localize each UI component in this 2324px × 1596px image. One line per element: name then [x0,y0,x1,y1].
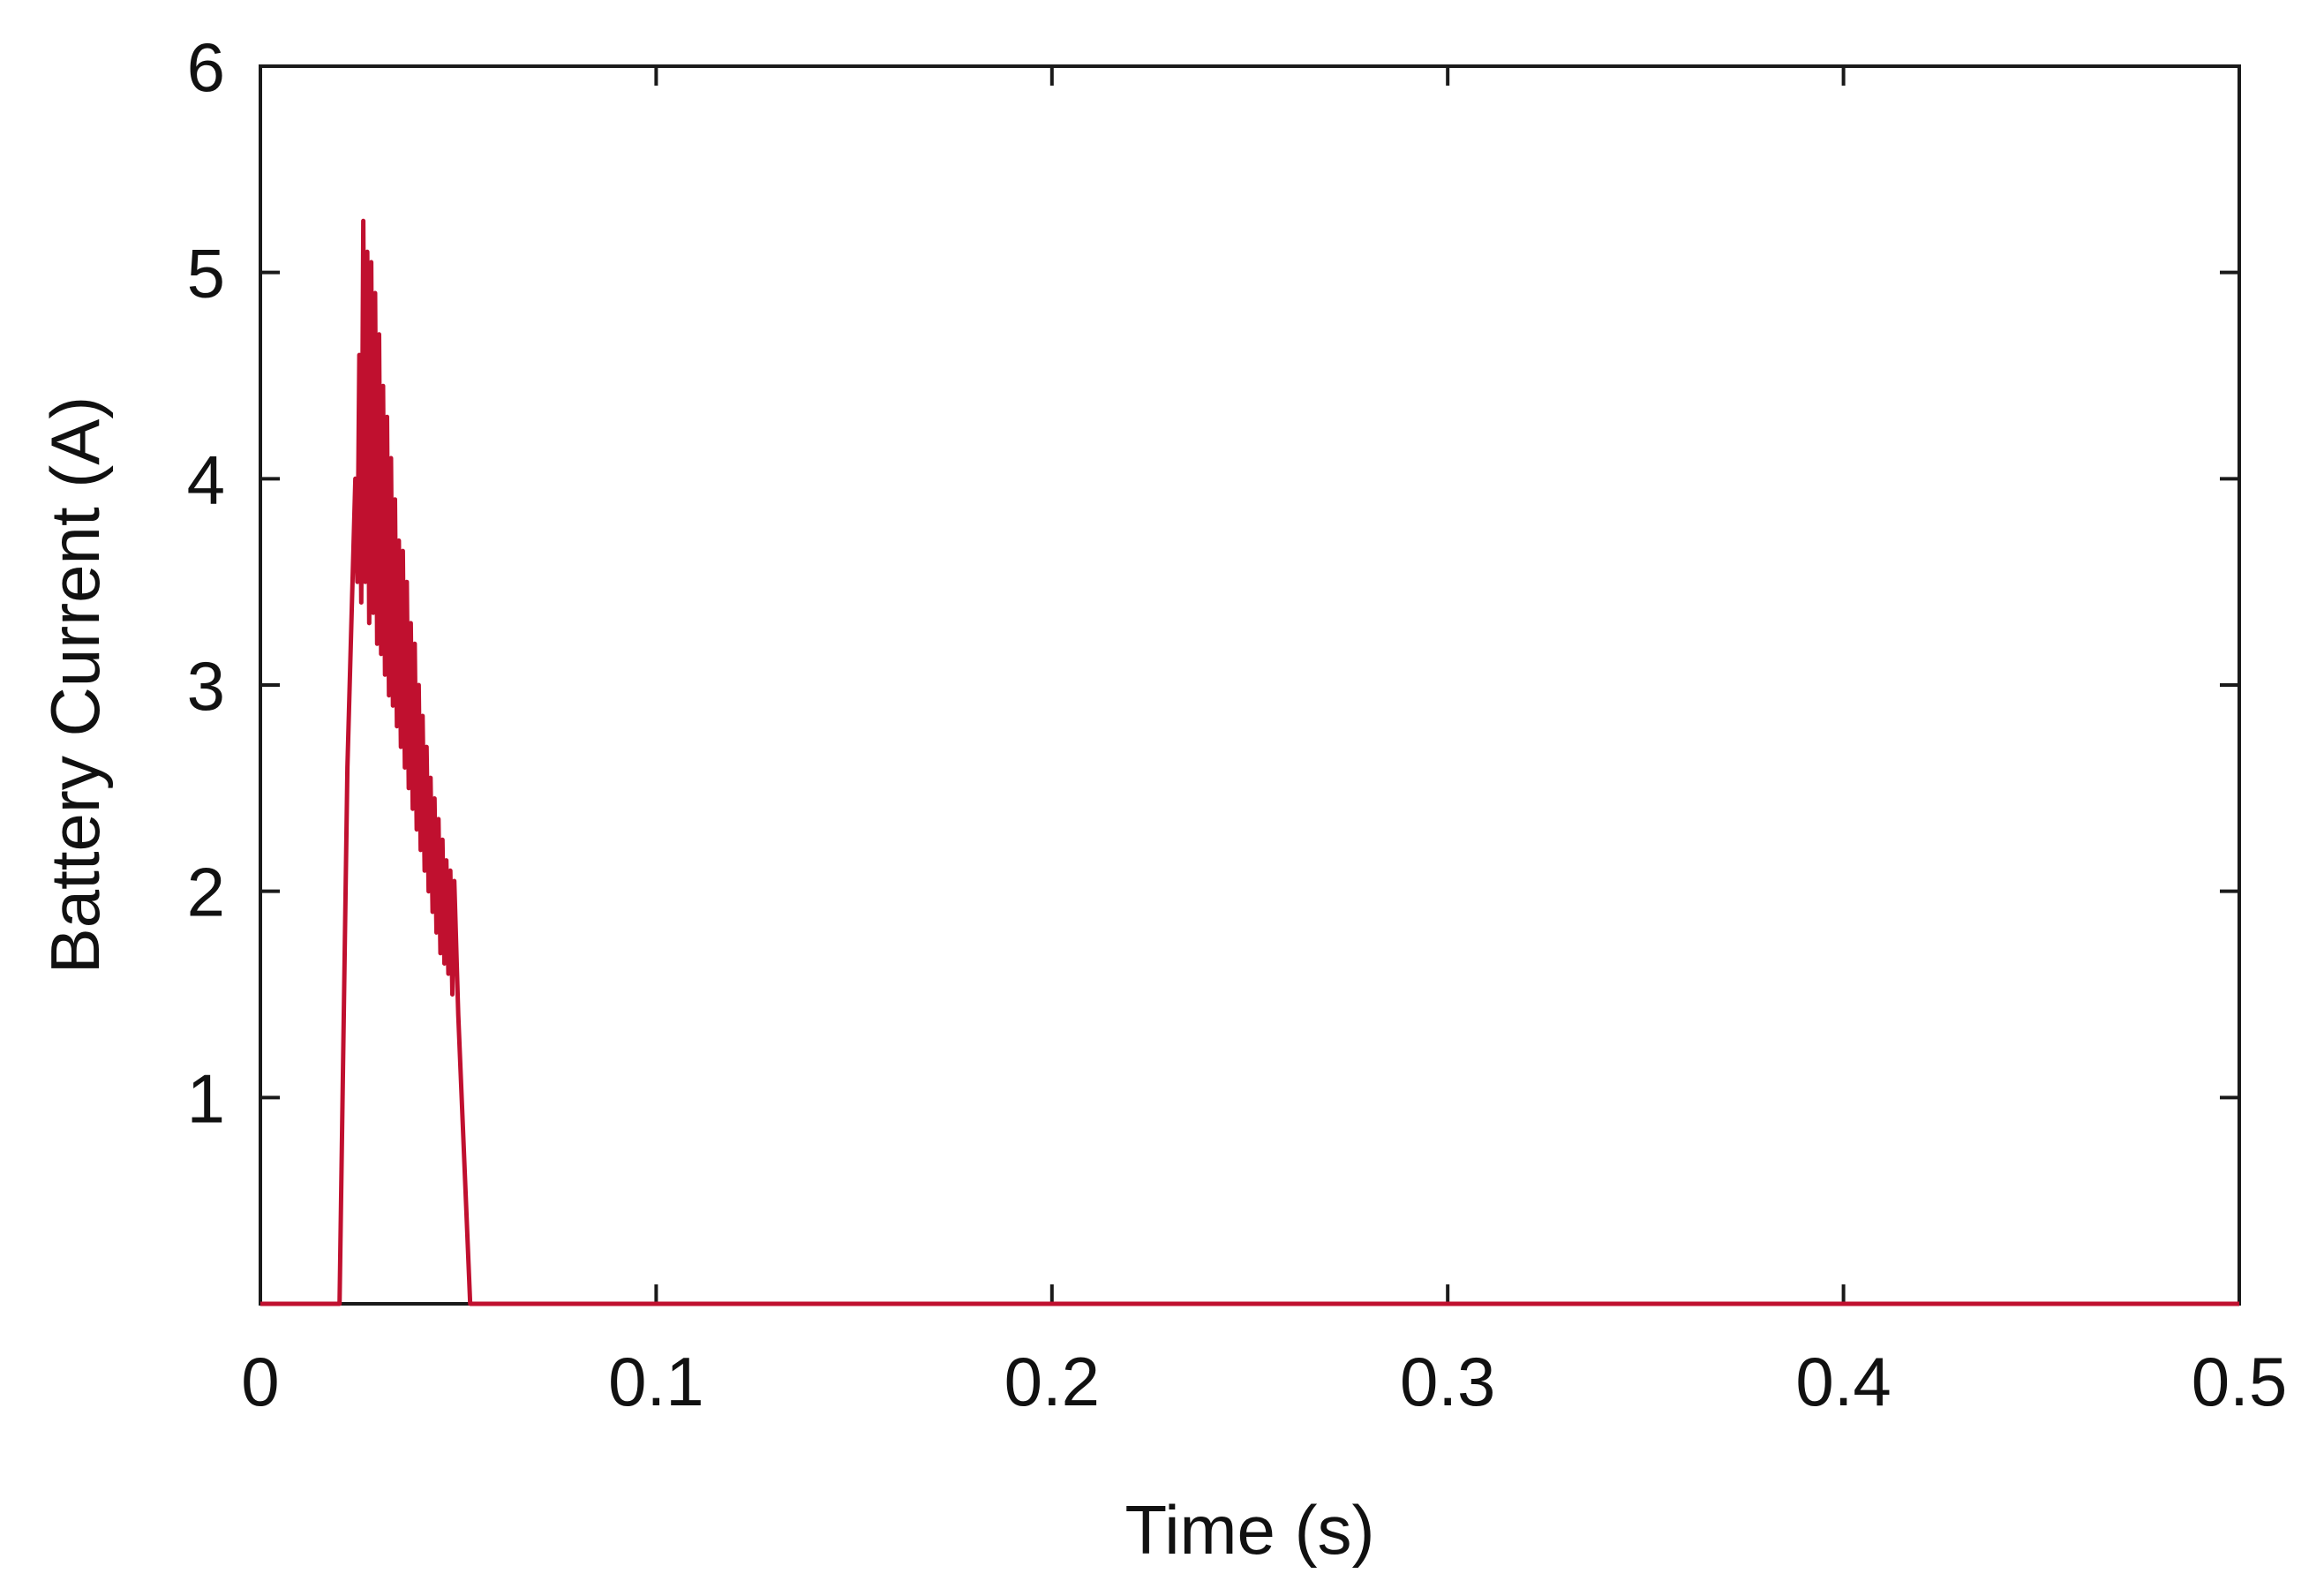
x-tick-label: 0.2 [1004,1343,1100,1420]
series-layer [260,218,2239,1306]
x-tick-label: 0 [241,1343,279,1420]
y-tick-label: 5 [187,235,225,312]
x-tick-label: 0.1 [608,1343,703,1420]
y-tick-label: 3 [187,647,225,725]
y-tick-label: 2 [187,854,225,931]
x-axis-title: Time (s) [1124,1491,1374,1569]
x-tick-label: 0.3 [1400,1343,1495,1420]
y-tick-label: 6 [187,28,225,106]
y-axis-ticks: 1 2 3 4 5 6 [187,28,2239,1137]
x-axis-ticks: 0 0.1 0.2 0.3 0.4 0.5 [241,66,2287,1420]
x-tick-label: 0.5 [2192,1343,2287,1420]
x-tick-label: 0.4 [1795,1343,1891,1420]
y-tick-label: 1 [187,1059,225,1137]
series-line-battery-current [260,218,2239,1306]
y-axis-title: Battery Current (A) [36,396,114,975]
y-tick-label: 4 [187,440,225,518]
